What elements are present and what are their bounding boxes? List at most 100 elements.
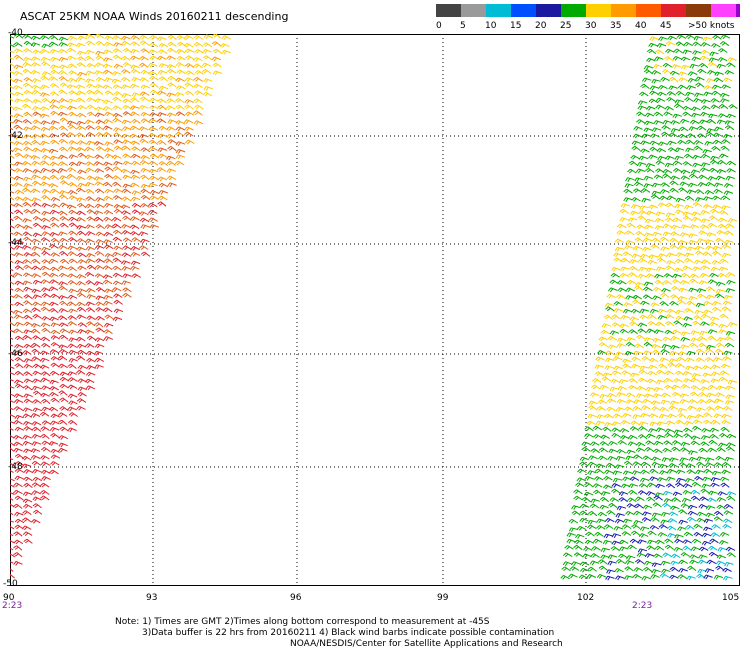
wind-barb [614, 518, 625, 524]
wind-barb [667, 468, 677, 474]
wind-barb [703, 518, 714, 524]
wind-barb [704, 568, 715, 573]
wind-barb [700, 488, 710, 494]
wind-barb [639, 91, 649, 97]
wind-barb [10, 560, 14, 564]
wind-barb [655, 427, 666, 433]
wind-barb [561, 566, 571, 572]
wind-barb [723, 190, 734, 196]
wind-barb [650, 574, 660, 579]
wind-barb [41, 246, 51, 252]
wind-barb [680, 175, 690, 181]
wind-barb [691, 435, 701, 441]
wind-barb [589, 503, 600, 509]
wind-barb [684, 257, 694, 263]
wind-barb [721, 419, 731, 425]
wind-barb [668, 358, 679, 364]
wind-barb [175, 120, 185, 125]
wind-barb [678, 568, 688, 573]
wind-barb [13, 447, 23, 453]
wind-barb [700, 386, 710, 392]
wind-barb [713, 77, 724, 83]
wind-barb [692, 41, 702, 47]
wind-barb [22, 491, 33, 497]
wind-barb [594, 531, 604, 537]
wind-barb [139, 96, 150, 102]
wind-barb [41, 154, 52, 160]
wind-barb [584, 476, 594, 481]
wind-barb [158, 43, 169, 48]
wind-barb [709, 316, 720, 322]
wind-barb [607, 560, 617, 566]
wind-barb [698, 63, 709, 68]
wind-barb [139, 62, 149, 68]
wind-barb [671, 224, 681, 230]
wind-barb [32, 222, 42, 228]
wind-barb [23, 321, 34, 327]
wind-barb [94, 216, 104, 222]
wind-barb [616, 392, 626, 397]
wind-barb [690, 273, 700, 279]
wind-barb [31, 56, 41, 62]
wind-barb [620, 419, 631, 425]
wind-barb [719, 41, 730, 47]
wind-barb [615, 513, 625, 518]
wind-barb [49, 155, 60, 161]
wind-barb [723, 183, 734, 188]
wind-barb [710, 98, 720, 103]
wind-barb [632, 299, 642, 305]
wind-barb [650, 194, 661, 200]
wind-barb [13, 231, 23, 237]
wind-barb [130, 246, 141, 251]
wind-barb [646, 105, 656, 111]
wind-barb [671, 64, 682, 69]
wind-barb [715, 560, 726, 566]
wind-barb [59, 300, 69, 307]
wind-barb [629, 259, 639, 264]
wind-barb [663, 111, 673, 117]
wind-barb [31, 62, 41, 67]
wind-barb [94, 245, 105, 250]
wind-barb [611, 421, 622, 427]
wind-barb [122, 245, 132, 251]
wind-barb [30, 413, 41, 418]
wind-barb [157, 36, 167, 42]
wind-barb [639, 526, 650, 532]
wind-barb [31, 490, 42, 496]
wind-barb [157, 201, 167, 207]
wind-barb [609, 386, 620, 392]
wind-barb [721, 462, 732, 467]
wind-barb [680, 56, 691, 62]
wind-barb [629, 426, 640, 431]
wind-barb-plot [10, 34, 740, 586]
wind-barb [714, 398, 724, 404]
wind-barb [684, 204, 694, 210]
wind-barb [649, 421, 659, 427]
wind-barb [618, 539, 629, 545]
wind-barb [58, 111, 68, 117]
wind-barb [674, 534, 684, 539]
wind-barb [10, 310, 14, 313]
wind-barb [94, 62, 105, 68]
wind-barb [701, 99, 711, 104]
wind-barb [633, 399, 644, 405]
wind-barb [691, 538, 702, 544]
wind-barb [613, 308, 623, 313]
wind-barb [661, 287, 671, 293]
wind-barb [68, 70, 78, 75]
wind-barb [49, 209, 60, 215]
wind-barb [649, 140, 660, 146]
wind-barb [84, 329, 95, 335]
wind-barb [23, 176, 33, 182]
wind-barb [675, 41, 685, 47]
wind-barb [626, 222, 636, 228]
wind-barb [631, 145, 641, 151]
wind-barb [23, 371, 33, 377]
wind-barb [112, 117, 122, 123]
wind-barb [121, 252, 132, 258]
wind-barb [130, 216, 140, 221]
wind-barb [31, 460, 42, 466]
wind-barb [647, 314, 657, 320]
wind-barb [32, 370, 42, 376]
wind-barb [678, 287, 688, 293]
